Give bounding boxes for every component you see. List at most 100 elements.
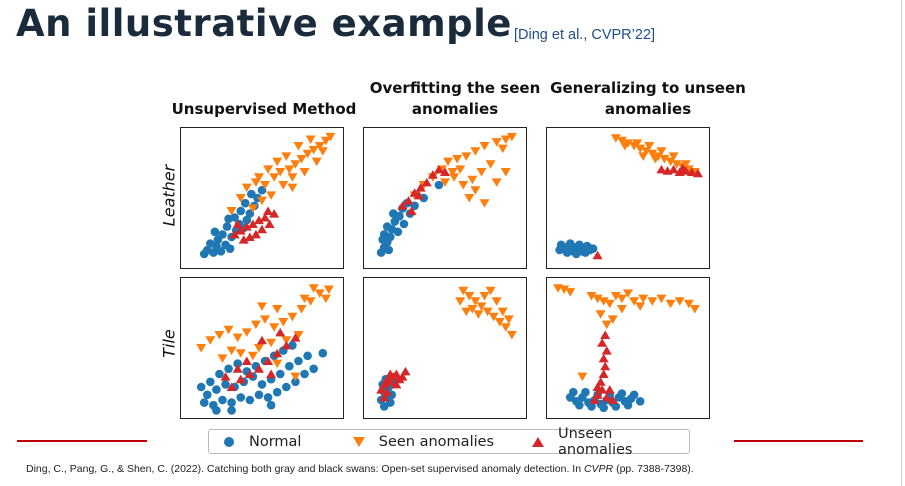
seen-anomaly-point [226, 207, 237, 216]
seen-anomaly-point [311, 157, 322, 167]
seen-anomaly-point [500, 135, 511, 144]
normal-point [611, 402, 621, 411]
unseen-anomaly-point [421, 177, 432, 187]
seen-anomaly-point [488, 312, 499, 322]
unseen-anomaly-point [397, 372, 408, 381]
legend-item-unseen: Unseen anomalies [532, 426, 689, 458]
seen-anomaly-point [656, 147, 667, 156]
unseen-anomaly-point [247, 219, 258, 228]
seen-anomaly-point [320, 136, 331, 146]
seen-anomaly-point [464, 194, 475, 203]
seen-anomaly-point [320, 294, 331, 304]
normal-point [556, 240, 566, 250]
seen-anomaly-point [616, 305, 627, 314]
seen-anomaly-point [214, 331, 225, 340]
normal-point [212, 406, 221, 415]
seen-anomaly-point [223, 325, 234, 335]
seen-anomaly-point [281, 336, 292, 345]
unseen-anomaly-point [379, 392, 390, 402]
legend-label-unseen: Unseen anomalies [557, 425, 633, 458]
seen-anomaly-point [485, 286, 496, 296]
seen-anomaly-point [226, 346, 237, 356]
normal-point [282, 382, 291, 392]
seen-anomaly-point [500, 168, 511, 177]
seen-anomaly-point [479, 292, 490, 301]
seen-anomaly-point [650, 155, 661, 164]
unseen-anomaly-point [656, 164, 667, 174]
unseen-anomaly-point [686, 167, 697, 176]
seen-anomaly-point [253, 344, 264, 353]
seen-anomaly-point [287, 312, 298, 322]
seen-anomaly-point [452, 155, 463, 164]
row-label-leather: Leather [159, 164, 179, 227]
reference-pages: (pp. 7388-7398). [613, 463, 694, 475]
unseen-anomaly-point [600, 361, 611, 371]
normal-point [393, 227, 403, 237]
unseen-anomaly-point [677, 163, 688, 173]
normal-point [257, 380, 267, 389]
seen-anomaly-point [325, 132, 336, 142]
unseen-anomaly-point [220, 372, 231, 381]
normal-point [434, 180, 444, 190]
unseen-anomaly-point [607, 395, 618, 404]
normal-point [599, 403, 608, 413]
seen-anomaly-point [683, 299, 694, 309]
normal-point [202, 390, 212, 400]
unseen-anomaly-point [433, 164, 444, 174]
unseen-anomaly-point [244, 369, 255, 378]
normal-point [206, 239, 215, 248]
unseen-anomaly-point [376, 385, 387, 394]
seen-anomaly-point [308, 145, 319, 155]
seen-anomaly-point [503, 315, 514, 324]
seen-anomaly-point [308, 284, 319, 293]
normal-point [318, 348, 328, 358]
reference-venue: CVPR [583, 463, 614, 475]
seen-anomaly-point [266, 338, 277, 348]
unseen-anomaly-point [241, 222, 252, 231]
seen-anomaly-point [266, 191, 277, 200]
normal-point [233, 359, 242, 368]
normal-point [294, 356, 303, 366]
seen-anomaly-point [497, 307, 508, 317]
seen-marker-icon [352, 436, 365, 447]
seen-anomaly-point [616, 294, 627, 304]
unseen-anomaly-point [598, 369, 609, 378]
seen-anomaly-point [269, 323, 280, 332]
seen-anomaly-point [257, 196, 267, 206]
seen-anomaly-point [235, 349, 246, 358]
seen-anomaly-point [455, 165, 466, 174]
normal-point [635, 397, 645, 406]
citation: [Ding et al., CVPR’22] [514, 27, 656, 43]
seen-anomaly-point [458, 181, 469, 190]
scatter-panel-leather-overfitting [363, 127, 527, 269]
seen-anomaly-point [671, 160, 682, 169]
normal-point [275, 369, 285, 379]
seen-anomaly-point [247, 204, 258, 213]
normal-point [588, 244, 598, 253]
seen-anomaly-point [257, 302, 267, 311]
scatter-panel-leather-generalizing [546, 127, 710, 269]
seen-anomaly-point [479, 142, 490, 151]
unseen-anomaly-point [235, 374, 246, 384]
normal-point [240, 198, 250, 208]
seen-anomaly-point [659, 155, 670, 164]
scatter-panel-leather-unsupervised [180, 127, 344, 269]
seen-anomaly-point [467, 305, 478, 314]
seen-anomaly-point [305, 297, 316, 306]
slide-right-border [901, 0, 902, 486]
normal-point [399, 219, 409, 229]
unseen-anomaly-point [400, 366, 411, 376]
unseen-anomaly-point [257, 224, 267, 234]
unseen-anomaly-point [250, 229, 261, 239]
seen-anomaly-point [290, 160, 301, 169]
seen-anomaly-point [305, 135, 316, 144]
seen-anomaly-point [476, 168, 487, 177]
unseen-anomaly-point [601, 392, 612, 402]
normal-point [209, 248, 218, 257]
unseen-anomaly-point [264, 219, 275, 228]
seen-anomaly-point [647, 297, 658, 306]
normal-point [245, 395, 255, 405]
seen-anomaly-point [275, 168, 286, 177]
unseen-anomaly-point [597, 385, 608, 394]
unseen-anomaly-point [257, 335, 267, 345]
